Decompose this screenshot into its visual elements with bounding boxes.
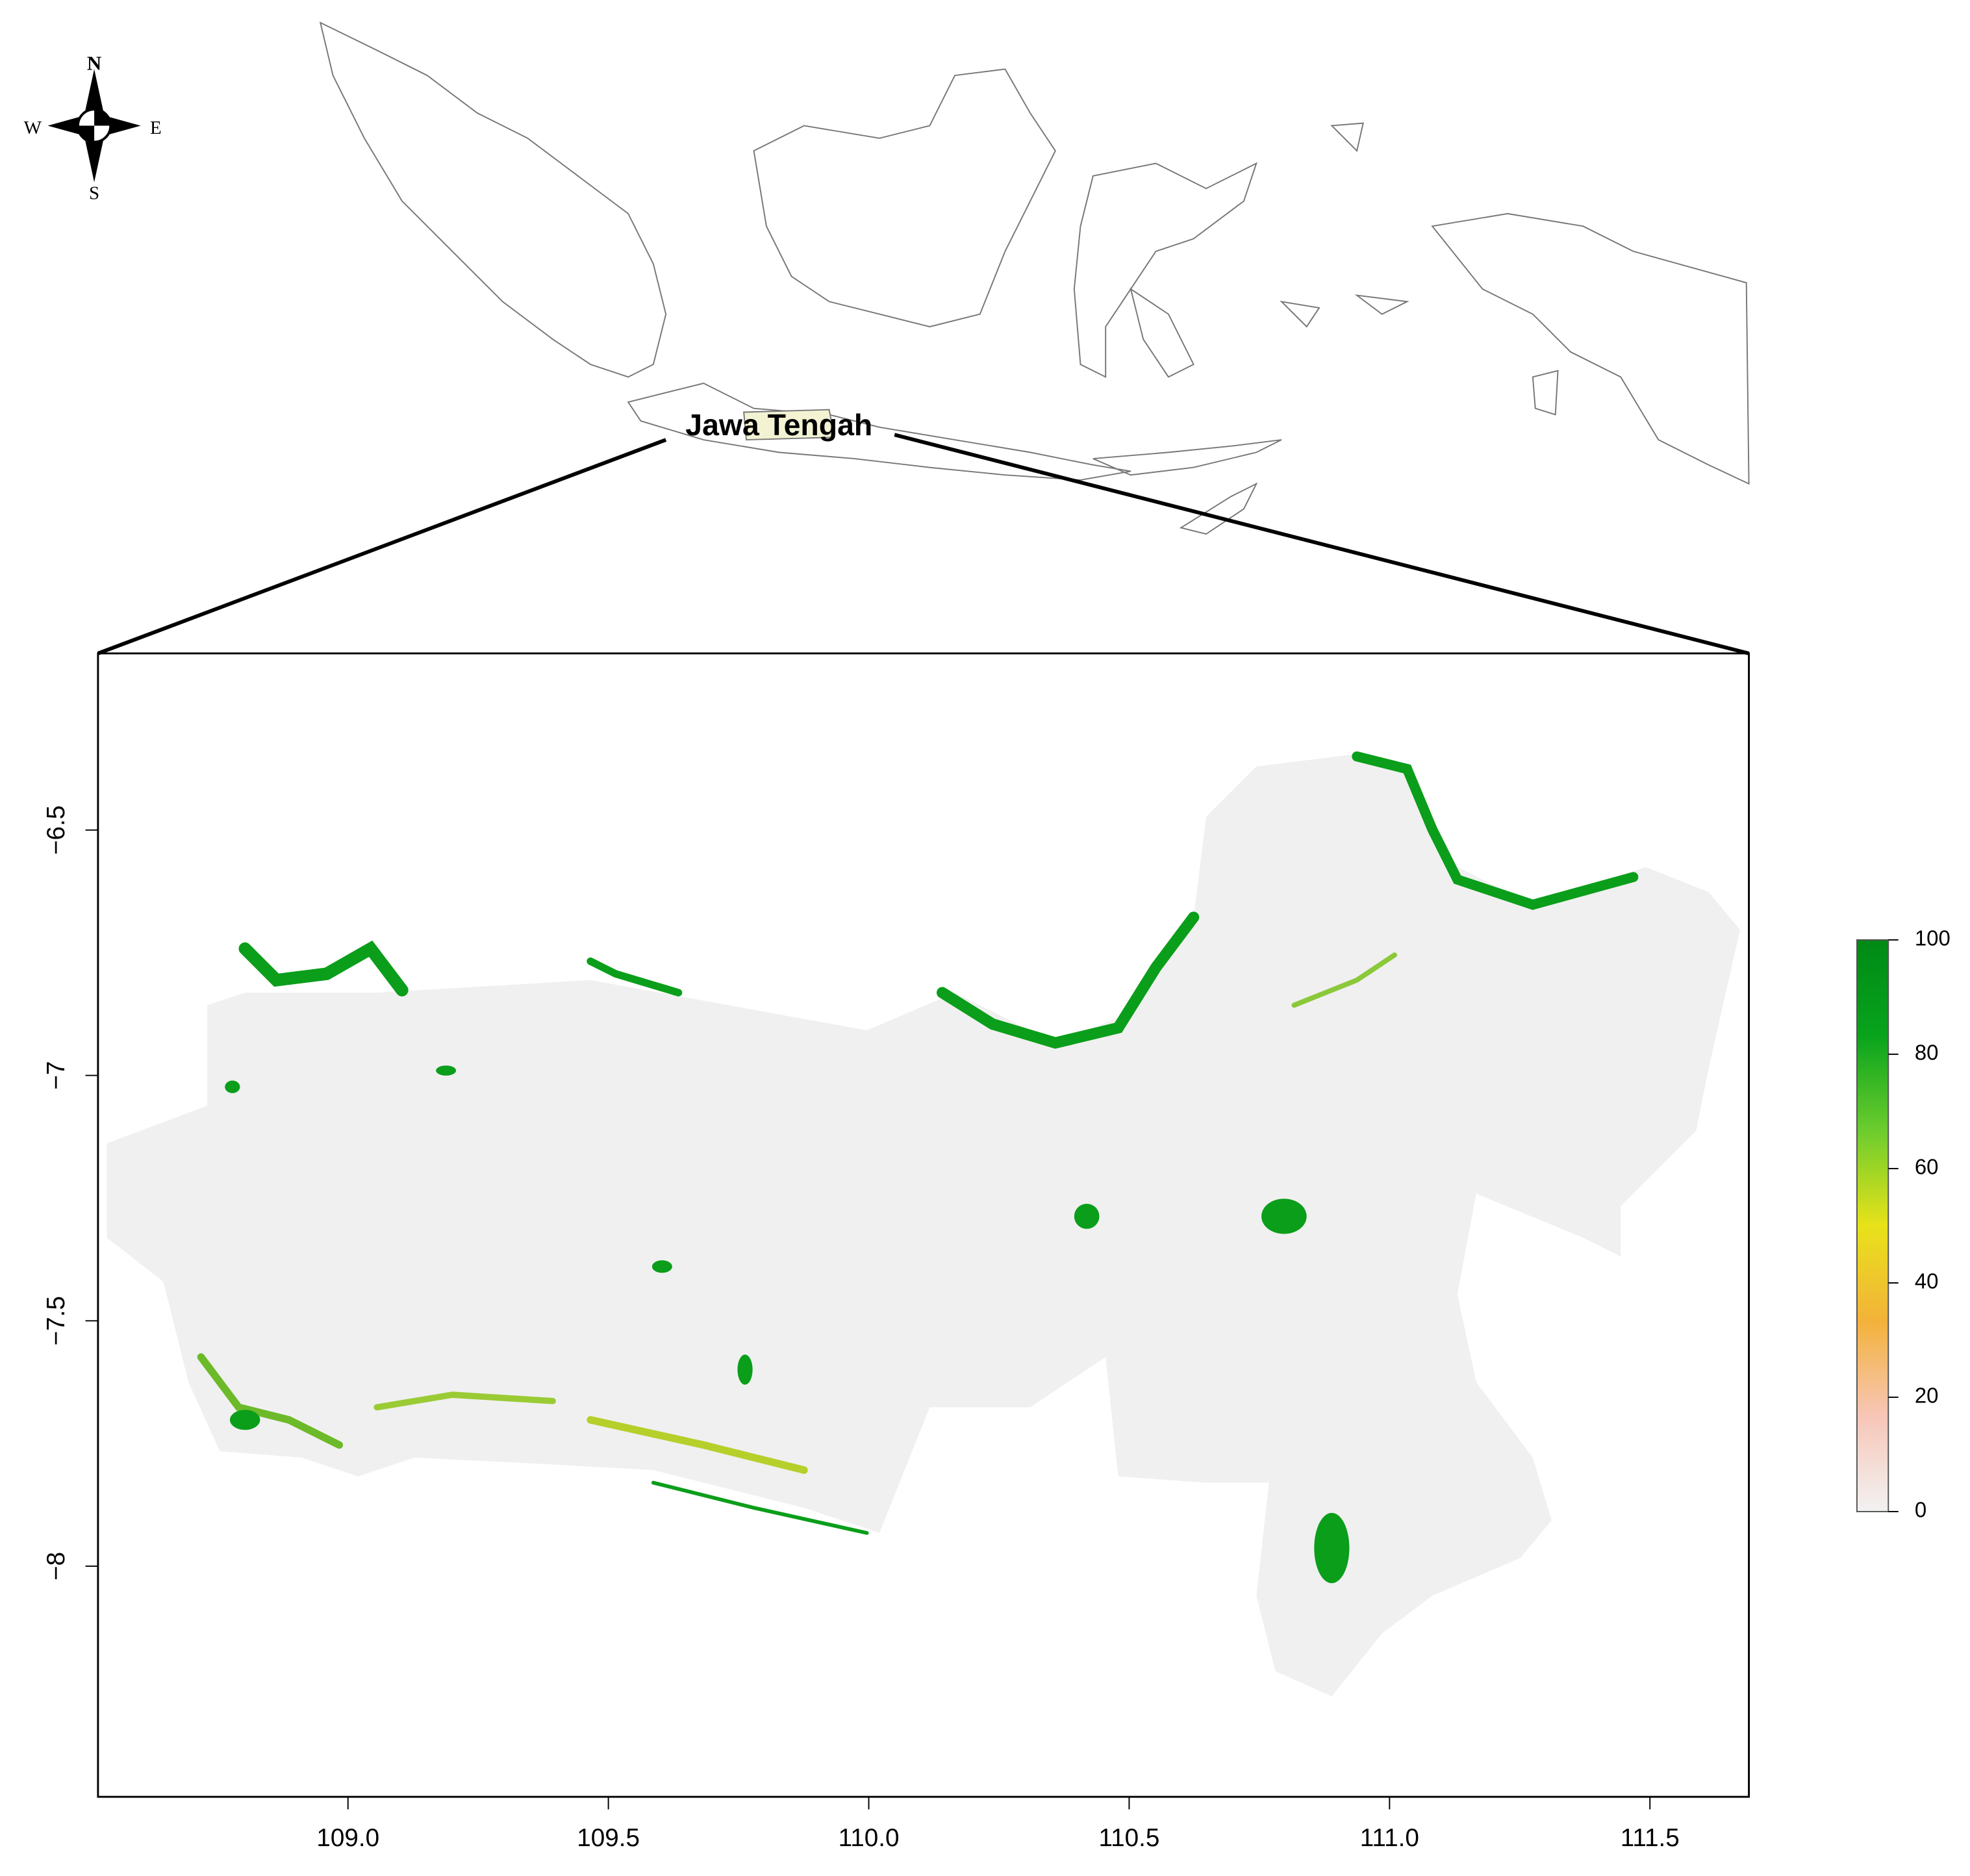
mangrove-areas bbox=[197, 751, 1639, 1535]
y-tick-label: −7 bbox=[42, 1061, 70, 1090]
mangrove-patches bbox=[225, 1065, 1350, 1584]
zoom-line bbox=[97, 438, 667, 655]
colorbar-tick-label: 20 bbox=[1915, 1384, 1939, 1408]
x-tick-label: 111.0 bbox=[1360, 1824, 1419, 1852]
compass-w: W bbox=[24, 118, 42, 138]
compass bbox=[47, 69, 141, 183]
colorbar-tick-label: 100 bbox=[1915, 926, 1951, 950]
x-tick-label: 111.5 bbox=[1621, 1824, 1680, 1852]
x-tick-label: 110.0 bbox=[839, 1824, 900, 1852]
colorbar bbox=[1856, 939, 1889, 1512]
compass-e: E bbox=[150, 118, 162, 138]
y-tick-label: −6.5 bbox=[42, 805, 70, 855]
y-tick-label: −8 bbox=[42, 1552, 70, 1580]
colorbar-tick-label: 40 bbox=[1915, 1269, 1939, 1293]
colorbar-tick-label: 80 bbox=[1915, 1041, 1939, 1065]
jawa-tengah-highlight bbox=[743, 409, 835, 441]
colorbar-tick-label: 60 bbox=[1915, 1155, 1939, 1179]
indonesia-outline bbox=[319, 21, 1750, 535]
overview-label: Jawa Tengah bbox=[685, 408, 872, 442]
x-tick-label: 110.5 bbox=[1098, 1824, 1159, 1852]
zoom-line bbox=[894, 433, 1750, 655]
plot-frame bbox=[97, 652, 1750, 1798]
y-tick-label: −7.5 bbox=[42, 1296, 70, 1345]
compass-n: N bbox=[87, 52, 101, 75]
colorbar-tick-label: 0 bbox=[1915, 1498, 1926, 1522]
x-tick-label: 109.5 bbox=[577, 1824, 640, 1852]
x-tick-label: 109.0 bbox=[316, 1824, 379, 1852]
compass-s: S bbox=[89, 183, 99, 204]
